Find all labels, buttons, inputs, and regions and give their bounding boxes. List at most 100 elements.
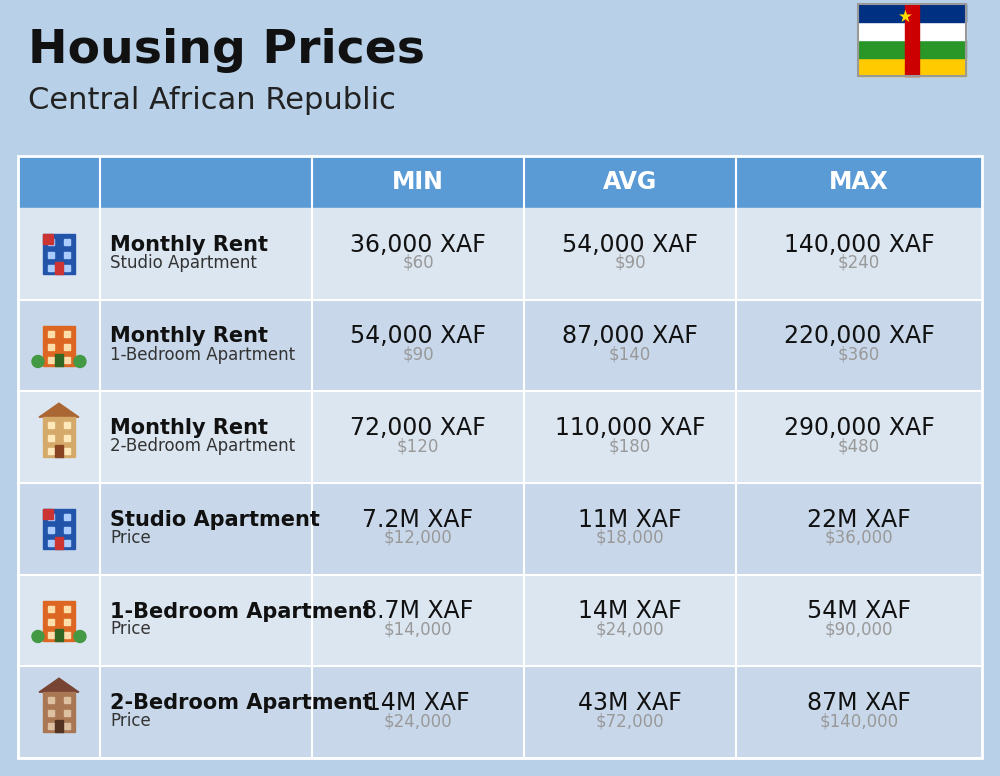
- Text: 8.7M XAF: 8.7M XAF: [362, 600, 474, 623]
- Text: Price: Price: [110, 712, 151, 730]
- Text: $90: $90: [402, 345, 434, 363]
- Text: 1-Bedroom Apartment: 1-Bedroom Apartment: [110, 345, 295, 363]
- Bar: [43, 601, 75, 640]
- Text: 54,000 XAF: 54,000 XAF: [350, 324, 486, 348]
- Bar: [64, 265, 70, 271]
- Text: 54M XAF: 54M XAF: [807, 600, 911, 623]
- Text: 14M XAF: 14M XAF: [366, 691, 470, 715]
- Bar: [64, 422, 70, 428]
- Text: $18,000: $18,000: [596, 528, 664, 547]
- Text: 11M XAF: 11M XAF: [578, 508, 682, 532]
- Text: $24,000: $24,000: [596, 621, 664, 639]
- Text: $14,000: $14,000: [384, 621, 452, 639]
- Bar: [55, 445, 63, 457]
- Bar: [18, 575, 982, 667]
- Text: Studio Apartment: Studio Apartment: [110, 254, 257, 272]
- Circle shape: [74, 355, 86, 368]
- Circle shape: [32, 355, 44, 368]
- Bar: [48, 435, 54, 442]
- Bar: [64, 356, 70, 362]
- Text: $480: $480: [838, 437, 880, 456]
- Bar: [64, 527, 70, 533]
- Text: $120: $120: [397, 437, 439, 456]
- Bar: [48, 422, 54, 428]
- Text: 290,000 XAF: 290,000 XAF: [784, 416, 934, 440]
- Bar: [64, 605, 70, 611]
- Text: $24,000: $24,000: [384, 712, 452, 730]
- Polygon shape: [39, 678, 79, 692]
- Text: AVG: AVG: [603, 170, 657, 194]
- Bar: [18, 208, 982, 300]
- Bar: [43, 509, 75, 549]
- Bar: [18, 483, 982, 575]
- Text: 140,000 XAF: 140,000 XAF: [784, 233, 934, 257]
- Text: 72,000 XAF: 72,000 XAF: [350, 416, 486, 440]
- Text: MAX: MAX: [829, 170, 889, 194]
- Bar: [48, 632, 54, 638]
- Bar: [55, 720, 63, 733]
- Bar: [858, 22, 966, 40]
- Text: Monthly Rent: Monthly Rent: [110, 235, 268, 255]
- Bar: [48, 356, 54, 362]
- Bar: [48, 723, 54, 729]
- Bar: [48, 449, 54, 454]
- Bar: [48, 697, 54, 703]
- Text: 54,000 XAF: 54,000 XAF: [562, 233, 698, 257]
- Text: $240: $240: [838, 254, 880, 272]
- Circle shape: [74, 630, 86, 643]
- Bar: [64, 331, 70, 337]
- Text: Price: Price: [110, 621, 151, 639]
- Bar: [64, 252, 70, 258]
- Text: 110,000 XAF: 110,000 XAF: [555, 416, 705, 440]
- Bar: [905, 4, 919, 76]
- Text: 14M XAF: 14M XAF: [578, 600, 682, 623]
- Bar: [55, 262, 63, 274]
- Bar: [64, 697, 70, 703]
- Bar: [18, 391, 982, 483]
- Bar: [18, 300, 982, 391]
- Text: 87,000 XAF: 87,000 XAF: [562, 324, 698, 348]
- Bar: [18, 667, 982, 758]
- Bar: [43, 692, 75, 733]
- Text: 22M XAF: 22M XAF: [807, 508, 911, 532]
- Bar: [43, 234, 75, 274]
- Bar: [48, 710, 54, 716]
- Circle shape: [32, 630, 44, 643]
- Bar: [64, 344, 70, 349]
- Bar: [64, 435, 70, 442]
- Bar: [55, 354, 63, 365]
- Text: ★: ★: [898, 8, 912, 26]
- Text: Studio Apartment: Studio Apartment: [110, 510, 320, 530]
- Text: $90,000: $90,000: [825, 621, 893, 639]
- Polygon shape: [39, 404, 79, 417]
- Bar: [64, 239, 70, 245]
- Text: $90: $90: [614, 254, 646, 272]
- Bar: [18, 156, 982, 208]
- Text: Central African Republic: Central African Republic: [28, 86, 396, 115]
- Text: 87M XAF: 87M XAF: [807, 691, 911, 715]
- Text: 43M XAF: 43M XAF: [578, 691, 682, 715]
- Bar: [48, 605, 54, 611]
- Bar: [48, 252, 54, 258]
- Bar: [43, 325, 75, 365]
- Bar: [858, 40, 966, 58]
- Text: Price: Price: [110, 528, 151, 547]
- Bar: [55, 537, 63, 549]
- Text: 1-Bedroom Apartment: 1-Bedroom Apartment: [110, 601, 373, 622]
- Text: MIN: MIN: [392, 170, 444, 194]
- Bar: [64, 540, 70, 546]
- Text: $36,000: $36,000: [825, 528, 893, 547]
- Text: Housing Prices: Housing Prices: [28, 28, 425, 73]
- Bar: [64, 632, 70, 638]
- Bar: [48, 527, 54, 533]
- Bar: [43, 509, 53, 519]
- Bar: [48, 344, 54, 349]
- Text: $140: $140: [609, 345, 651, 363]
- Text: $72,000: $72,000: [596, 712, 664, 730]
- Text: 36,000 XAF: 36,000 XAF: [350, 233, 486, 257]
- Text: $360: $360: [838, 345, 880, 363]
- Text: 7.2M XAF: 7.2M XAF: [362, 508, 474, 532]
- Bar: [55, 629, 63, 640]
- Bar: [48, 618, 54, 625]
- Bar: [64, 723, 70, 729]
